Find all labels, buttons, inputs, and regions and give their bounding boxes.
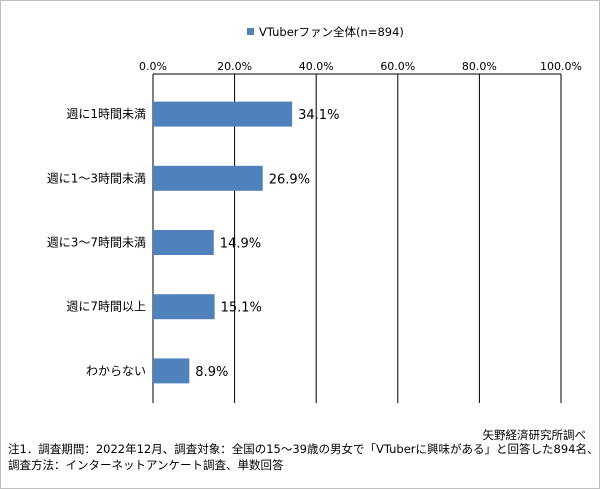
category-label: 週に1時間未満 [66,107,146,121]
source-note: 矢野経済研究所調べ [482,428,587,442]
bars [153,101,293,384]
value-labels: 34.1% 26.9% 14.9% 15.1% 8.9% [195,108,339,380]
value-label: 14.9% [220,237,261,252]
bar [153,101,293,127]
survey-note-line-1: 注1．調査期間：2022年12月、調査対象：全国の15～39歳の男女で「VTub… [8,442,599,456]
bar [153,358,190,384]
value-label: 15.1% [221,301,262,316]
x-tick-label: 20.0% [217,60,252,73]
bar [153,230,214,255]
category-label: 週に1～3時間未満 [47,171,146,185]
bar [153,294,215,320]
category-label: わからない [86,364,146,378]
x-tick-label: 60.0% [380,60,415,73]
x-tick-label: 80.0% [462,60,497,73]
x-tick-label: 100.0% [540,60,582,73]
legend: VTuberファン全体(n=894) [247,25,404,39]
legend-label: VTuberファン全体(n=894) [259,25,404,39]
value-label: 34.1% [298,108,339,123]
x-tick-label: 40.0% [299,60,334,73]
category-label: 週に7時間以上 [66,300,146,314]
category-label: 週に3～7時間未満 [47,236,146,250]
x-tick-label: 0.0% [139,60,167,73]
x-axis-tick-labels: 0.0% 20.0% 40.0% 60.0% 80.0% 100.0% [139,60,582,73]
bar [153,165,263,191]
value-label: 26.9% [269,172,310,187]
value-label: 8.9% [195,365,228,380]
gridlines [152,73,562,403]
survey-note-line-2: 調査方法：インターネットアンケート調査、単数回答 [8,458,284,472]
legend-swatch [247,28,254,35]
